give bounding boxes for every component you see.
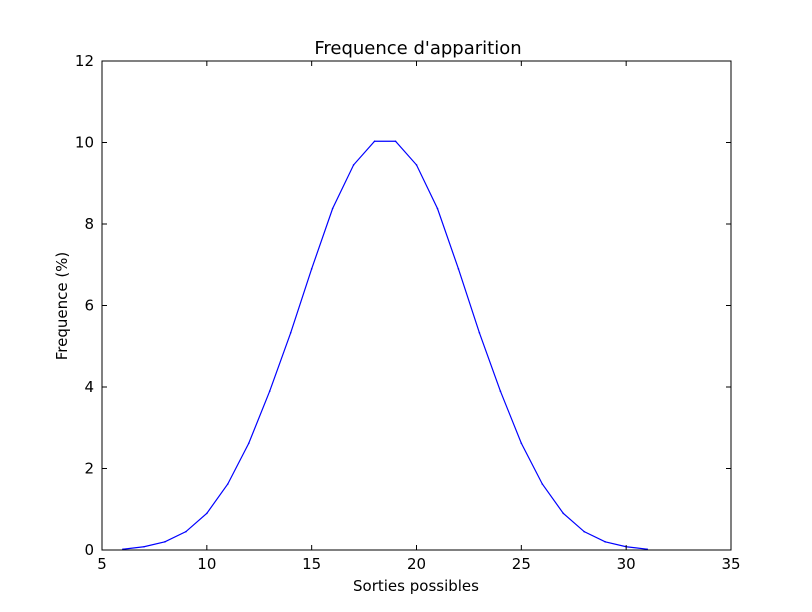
- x-tick-label: 35: [721, 555, 740, 573]
- data-point: [185, 530, 187, 533]
- data-point: [247, 442, 250, 445]
- data-point: [164, 541, 166, 543]
- y-tick-label: 4: [84, 378, 94, 396]
- data-point: [520, 442, 523, 445]
- y-axis-title: Frequence (%): [53, 252, 71, 361]
- x-tick-label: 10: [197, 555, 216, 573]
- x-tick-label: 25: [512, 555, 531, 573]
- data-point: [206, 512, 208, 515]
- y-tick-label: 12: [75, 52, 94, 70]
- data-point: [541, 483, 544, 485]
- data-point: [394, 140, 397, 143]
- y-tick-label: 6: [84, 297, 94, 315]
- data-point: [457, 268, 460, 270]
- data-point: [289, 332, 292, 334]
- y-tick-label: 2: [84, 460, 94, 478]
- tick-layer: 5 10 15 20 25 30 35 0 2 4 6 8 10 12: [75, 52, 741, 573]
- series-line-0: [122, 140, 648, 550]
- data-point: [373, 140, 376, 143]
- y-tick-label: 10: [75, 134, 94, 152]
- data-point: [415, 164, 418, 166]
- x-axis-title: Sorties possibles: [353, 577, 479, 595]
- data-point: [268, 390, 271, 392]
- data-point: [227, 483, 229, 485]
- x-tick-label: 20: [407, 555, 426, 573]
- data-point: [604, 541, 606, 543]
- data-point: [331, 207, 334, 210]
- x-tick-label: 15: [302, 555, 321, 573]
- data-point: [436, 207, 439, 210]
- chart-title: Frequence d'apparition: [314, 38, 521, 59]
- data-point: [143, 545, 145, 548]
- data-point: [310, 268, 313, 270]
- data-point: [562, 512, 565, 515]
- x-tick-label: 5: [97, 555, 107, 573]
- y-tick-label: 8: [84, 215, 94, 233]
- plot-frame: [101, 60, 732, 551]
- data-point: [499, 390, 502, 392]
- data-point: [583, 530, 586, 533]
- plot-line-layer: [122, 140, 648, 550]
- data-point: [352, 164, 355, 166]
- y-tick-label: 0: [84, 541, 94, 559]
- data-point: [478, 332, 481, 334]
- x-tick-label: 30: [617, 555, 636, 573]
